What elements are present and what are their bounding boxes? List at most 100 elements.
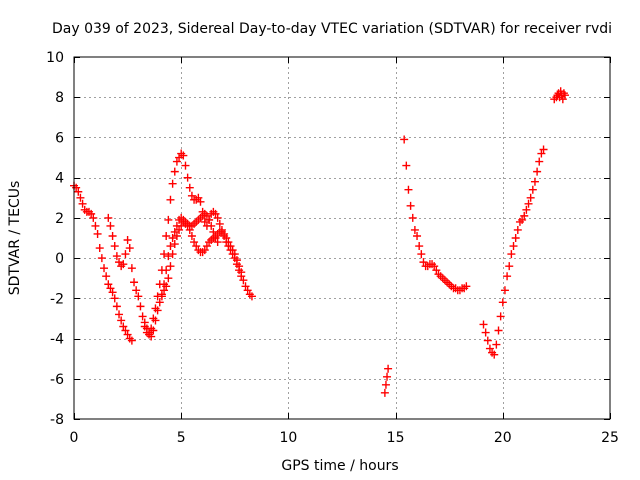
y-tick-label: 2 bbox=[55, 211, 64, 227]
data-point bbox=[211, 234, 220, 242]
data-point bbox=[509, 242, 518, 251]
x-axis-label: GPS time / hours bbox=[281, 458, 398, 474]
data-point bbox=[481, 328, 490, 337]
data-point bbox=[185, 183, 194, 192]
data-point bbox=[232, 256, 241, 265]
data-point bbox=[187, 191, 196, 200]
data-point bbox=[408, 213, 417, 222]
data-point bbox=[127, 336, 136, 345]
data-point bbox=[87, 209, 96, 218]
y-tick-label: -2 bbox=[50, 291, 64, 307]
data-point bbox=[115, 310, 124, 319]
y-tick-label: 4 bbox=[55, 171, 64, 187]
data-point bbox=[119, 260, 128, 269]
data-point bbox=[507, 250, 516, 259]
series-arc-8 bbox=[550, 87, 569, 104]
data-point bbox=[123, 330, 132, 339]
data-point bbox=[419, 258, 428, 267]
data-point bbox=[183, 173, 192, 182]
y-axis-label: SDTVAR / TECUs bbox=[7, 181, 23, 296]
data-point bbox=[500, 286, 509, 295]
data-point bbox=[496, 312, 505, 321]
data-point bbox=[168, 179, 177, 188]
data-point bbox=[179, 151, 188, 160]
x-tick-label: 5 bbox=[177, 430, 186, 446]
data-point bbox=[224, 238, 233, 247]
data-point bbox=[162, 231, 171, 240]
data-point bbox=[558, 95, 567, 104]
data-point bbox=[166, 195, 175, 204]
y-tick-label: 10 bbox=[46, 50, 64, 66]
data-point bbox=[110, 242, 119, 251]
data-point bbox=[108, 231, 117, 240]
x-tick-label: 25 bbox=[601, 430, 619, 446]
series-arc-2 bbox=[104, 149, 256, 339]
data-point bbox=[483, 336, 492, 345]
data-point bbox=[170, 227, 179, 236]
data-point bbox=[134, 292, 143, 301]
data-point bbox=[76, 193, 85, 202]
data-point bbox=[160, 280, 169, 289]
data-point bbox=[147, 332, 156, 341]
data-point bbox=[151, 316, 160, 325]
x-tick-label: 0 bbox=[70, 430, 79, 446]
data-point bbox=[127, 264, 136, 273]
data-point bbox=[220, 229, 229, 238]
data-point bbox=[533, 167, 542, 176]
data-point bbox=[74, 187, 83, 196]
data-point bbox=[462, 282, 471, 291]
data-point bbox=[166, 242, 175, 251]
data-point bbox=[230, 250, 239, 259]
data-point bbox=[190, 238, 199, 247]
data-point bbox=[119, 322, 128, 331]
data-point bbox=[117, 316, 126, 325]
data-point bbox=[132, 286, 141, 295]
data-point bbox=[160, 250, 169, 259]
data-point bbox=[485, 344, 494, 353]
data-point bbox=[417, 250, 426, 259]
data-point bbox=[91, 221, 100, 230]
data-point bbox=[157, 290, 166, 299]
data-point bbox=[104, 280, 113, 289]
data-point bbox=[112, 302, 121, 311]
data-point bbox=[130, 278, 139, 287]
data-point bbox=[78, 199, 87, 208]
data-point bbox=[535, 157, 544, 166]
data-point bbox=[222, 234, 231, 242]
data-point bbox=[415, 242, 424, 251]
data-point bbox=[528, 185, 537, 194]
data-point bbox=[213, 213, 222, 222]
data-point bbox=[170, 240, 179, 249]
data-point bbox=[404, 185, 413, 194]
data-point bbox=[145, 328, 154, 337]
data-point bbox=[172, 157, 181, 166]
data-point bbox=[384, 364, 393, 373]
data-point bbox=[560, 91, 569, 100]
data-point bbox=[125, 244, 134, 253]
data-point bbox=[106, 221, 115, 230]
series-arc-4 bbox=[157, 209, 222, 299]
data-point bbox=[192, 242, 201, 251]
data-point bbox=[524, 199, 533, 208]
y-tick-label: 8 bbox=[55, 90, 64, 106]
y-tick-label: 0 bbox=[55, 251, 64, 267]
data-point bbox=[164, 215, 173, 224]
data-point bbox=[537, 149, 546, 158]
data-point bbox=[226, 242, 235, 251]
data-point bbox=[413, 231, 422, 240]
data-point bbox=[121, 250, 130, 259]
data-point bbox=[513, 225, 522, 234]
y-tick-label: -8 bbox=[50, 412, 64, 428]
data-point bbox=[162, 266, 171, 275]
data-point bbox=[110, 294, 119, 303]
data-point bbox=[142, 324, 151, 333]
data-point bbox=[228, 246, 237, 255]
x-tick-label: 15 bbox=[387, 430, 405, 446]
data-point bbox=[205, 215, 214, 224]
data-point bbox=[93, 229, 102, 238]
data-point bbox=[138, 312, 147, 321]
data-point bbox=[518, 215, 527, 224]
data-point bbox=[194, 193, 203, 202]
series-arc-1 bbox=[70, 181, 136, 345]
